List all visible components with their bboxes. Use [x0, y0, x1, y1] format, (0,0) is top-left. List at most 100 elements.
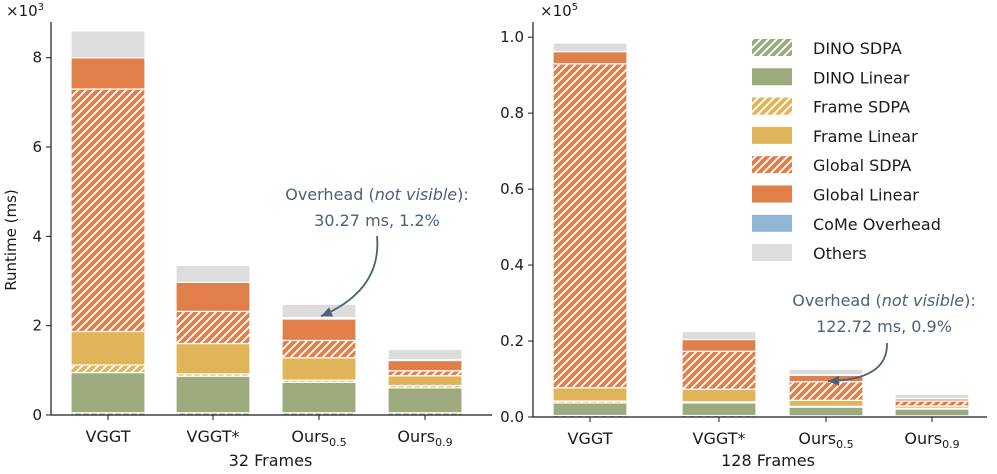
- bar-segment-others: [70, 30, 146, 59]
- annotation-line1: Overhead (not visible):: [285, 185, 469, 204]
- legend-label-global-sdpa: Global SDPA: [813, 156, 911, 175]
- x-tick-label: Ours0.9: [904, 429, 959, 451]
- bar-segment-frame-linear: [552, 387, 628, 402]
- x-tick-label: VGGT: [568, 429, 613, 448]
- y-axis-label: Runtime (ms): [2, 189, 20, 291]
- legend-label-others: Others: [813, 244, 867, 263]
- bar-segment-frame-linear: [70, 330, 146, 366]
- chart-legend: DINO SDPA DINO Linear Frame SDPA Frame Line…: [752, 39, 941, 263]
- bar-segment-others: [281, 303, 357, 319]
- overhead-annotation: Overhead (not visible): 30.27 ms, 1.2%: [285, 185, 469, 318]
- y-tick-label: 0.2: [500, 332, 524, 350]
- y-tick-label: 0.8: [500, 104, 524, 122]
- legend-swatch-global-linear: [752, 185, 792, 203]
- annotation-suffix: ):: [457, 185, 469, 204]
- legend-swatch-global-sdpa: [752, 156, 792, 174]
- bar-segment-frame-linear: [281, 357, 357, 381]
- bar-segment-frame-linear: [681, 388, 757, 403]
- bar-segment-global-sdpa: [175, 310, 251, 345]
- legend-label-dino-sdpa: DINO SDPA: [813, 39, 902, 58]
- bar-segment-dino-linear: [681, 402, 757, 417]
- x-tick-label-subscript: 0.9: [942, 438, 960, 451]
- x-tick-label: VGGT*: [693, 429, 746, 448]
- y-tick-label: 4: [32, 227, 42, 245]
- bar-stack-ours0-5: [788, 368, 864, 418]
- annotation-italic: not visible: [375, 185, 458, 204]
- legend-swatch-come-overhead: [752, 214, 792, 232]
- legend-label-come-overhead: CoMe Overhead: [813, 215, 941, 234]
- bar-segment-frame-linear: [175, 342, 251, 375]
- legend-label-global-linear: Global Linear: [813, 186, 919, 205]
- bar-stack-ours0-9: [894, 393, 970, 418]
- legend-label-frame-linear: Frame Linear: [813, 127, 918, 146]
- bar-segment-global-sdpa: [387, 370, 463, 377]
- annotation-arrow-head: [828, 375, 840, 386]
- annotation-suffix: ):: [964, 291, 976, 310]
- bar-segment-dino-linear: [788, 406, 864, 417]
- y-tick-label: 2: [32, 317, 42, 335]
- y-tick-label: 0: [32, 406, 42, 424]
- y-tick-label: 0.4: [500, 256, 524, 274]
- bar-segment-global-sdpa: [788, 381, 864, 401]
- bar-segment-dino-linear: [281, 381, 357, 414]
- overhead-annotation: Overhead (not visible): 122.72 ms, 0.9%: [792, 291, 976, 386]
- y-axis-multiplier: ×103: [6, 2, 44, 20]
- x-tick-label: Ours0.9: [397, 427, 452, 449]
- annotation-line2: 122.72 ms, 0.9%: [816, 317, 952, 336]
- y-axis-multiplier-exponent: 5: [572, 2, 578, 13]
- bar-segment-global-linear: [552, 51, 628, 65]
- bar-segment-others: [552, 42, 628, 53]
- bar-segment-global-sdpa: [894, 400, 970, 407]
- legend-swatch-others: [752, 244, 792, 262]
- x-tick-label: Ours0.5: [291, 427, 346, 449]
- bar-segment-others: [387, 348, 463, 361]
- annotation-arrow-head: [321, 307, 334, 317]
- bar-segment-global-linear: [387, 359, 463, 372]
- bar-segment-dino-linear: [70, 371, 146, 414]
- chart-panel-1: 0 2 4 6 8 ×103 Runtime (ms) VGGT VGGT* Ours0.5 Our…: [2, 2, 492, 470]
- bar-segment-global-sdpa: [681, 350, 757, 390]
- x-tick-label-subscript: 0.5: [329, 436, 347, 449]
- bar-segment-frame-linear: [387, 375, 463, 387]
- annotation-arrow-line: [827, 342, 888, 383]
- panel-title: 32 Frames: [229, 451, 313, 470]
- annotation-line2: 30.27 ms, 1.2%: [314, 211, 440, 230]
- y-tick-label: 0.0: [500, 408, 524, 426]
- legend-swatch-dino-sdpa: [752, 39, 792, 56]
- y-axis-multiplier: ×105: [540, 2, 578, 20]
- bar-segment-others: [894, 393, 970, 399]
- bar-segment-dino-linear: [894, 408, 970, 417]
- legend-label-dino-linear: DINO Linear: [813, 68, 910, 87]
- x-tick-label-subscript: 0.5: [836, 438, 854, 451]
- bar-segment-dino-linear: [387, 387, 463, 414]
- x-tick-label: VGGT*: [187, 427, 240, 446]
- bar-stack-vggt: [681, 330, 757, 418]
- bar-segment-others: [175, 264, 251, 283]
- bar-segment-global-sdpa: [281, 339, 357, 359]
- chart-panel-2: 0.0 0.2 0.4 0.6 0.8 1.0 ×105 VGGT VGGT* Ours0.5 Ou…: [500, 2, 987, 470]
- x-tick-label: Ours0.5: [798, 429, 853, 451]
- bar-segment-global-sdpa: [70, 88, 146, 333]
- bar-stack-vggt: [70, 30, 146, 416]
- bar-stack-vggt: [552, 42, 628, 418]
- bar-stack-vggt: [175, 264, 251, 416]
- y-tick-label: 8: [32, 49, 42, 67]
- bar-stack-ours0-9: [387, 348, 463, 416]
- bar-segment-others: [788, 368, 864, 376]
- y-tick-label: 1.0: [500, 28, 524, 46]
- bar-segment-dino-linear: [175, 375, 251, 414]
- bar-segment-frame-sdpa: [70, 364, 146, 374]
- annotation-line1: Overhead (not visible):: [792, 291, 976, 310]
- bar-stack-ours0-5: [281, 303, 357, 416]
- bar-segment-global-linear: [175, 281, 251, 312]
- bar-segment-global-linear: [70, 57, 146, 90]
- annotation-arrow-line: [320, 235, 379, 318]
- y-tick-label: 0.6: [500, 180, 524, 198]
- x-tick-label: VGGT: [86, 427, 131, 446]
- x-tick-label-subscript: 0.9: [435, 436, 453, 449]
- bar-segment-others: [681, 330, 757, 341]
- annotation-italic: not visible: [882, 291, 965, 310]
- y-axis-multiplier-exponent: 3: [38, 2, 44, 13]
